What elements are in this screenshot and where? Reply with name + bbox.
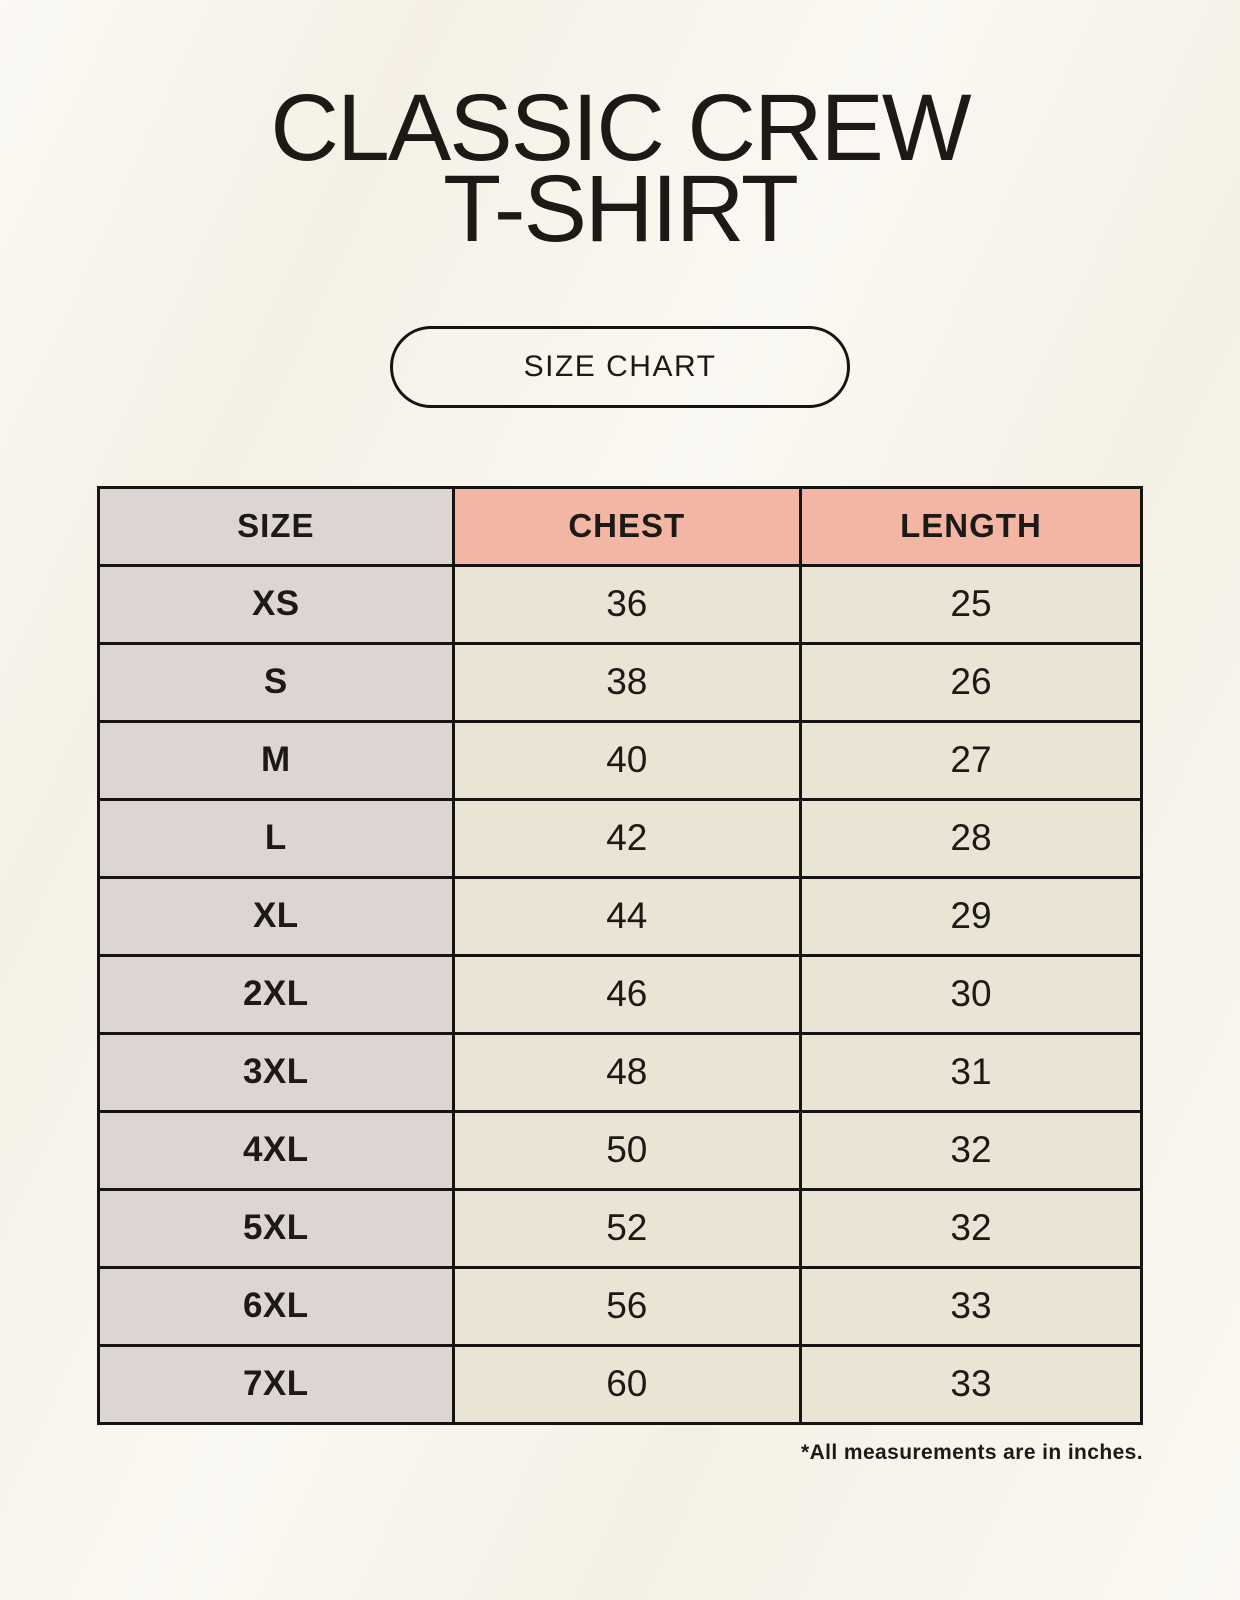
measurements-footnote: *All measurements are in inches.: [801, 1440, 1143, 1464]
size-chart-page: CLASSIC CREW T-SHIRT SIZE CHART SIZE CHE…: [0, 75, 1240, 1464]
table-row: 6XL 56 33: [97, 1265, 1144, 1347]
chest-value: 36: [451, 563, 802, 645]
table-row: 2XL 46 30: [97, 953, 1144, 1035]
chest-value: 52: [451, 1187, 802, 1269]
size-label: XS: [97, 563, 455, 645]
chest-value: 42: [451, 797, 802, 879]
table-header: SIZE CHEST LENGTH: [97, 485, 1144, 567]
size-label: 6XL: [97, 1265, 455, 1347]
table-row: M 40 27: [97, 719, 1144, 801]
size-label: 4XL: [97, 1109, 455, 1191]
size-label: 5XL: [97, 1187, 455, 1269]
length-value: 32: [798, 1109, 1144, 1191]
table-row: 7XL 60 33: [97, 1343, 1144, 1425]
table-row: S 38 26: [97, 641, 1144, 723]
table-row: L 42 28: [97, 797, 1144, 879]
table-row: XL 44 29: [97, 875, 1144, 957]
size-label: L: [97, 797, 455, 879]
chest-value: 40: [451, 719, 802, 801]
length-value: 29: [798, 875, 1144, 957]
length-value: 26: [798, 641, 1144, 723]
table-row: 5XL 52 32: [97, 1187, 1144, 1269]
chest-value: 50: [451, 1109, 802, 1191]
header-row: SIZE CHEST LENGTH: [97, 485, 1144, 567]
length-value: 27: [798, 719, 1144, 801]
length-value: 31: [798, 1031, 1144, 1113]
column-header-size: SIZE: [97, 485, 455, 567]
length-value: 32: [798, 1187, 1144, 1269]
chest-value: 56: [451, 1265, 802, 1347]
table-row: 4XL 50 32: [97, 1109, 1144, 1191]
page-title-line-1: CLASSIC CREW: [270, 75, 971, 181]
size-label: 2XL: [97, 953, 455, 1035]
length-value: 28: [798, 797, 1144, 879]
size-label: M: [97, 719, 455, 801]
page-title: CLASSIC CREW T-SHIRT: [0, 75, 1240, 262]
chest-value: 46: [451, 953, 802, 1035]
length-value: 33: [798, 1265, 1144, 1347]
size-label: 7XL: [97, 1343, 455, 1425]
table-row: XS 36 25: [97, 563, 1144, 645]
size-chart-badge-label: SIZE CHART: [523, 349, 717, 383]
column-header-chest: CHEST: [451, 485, 802, 567]
size-chart-badge: SIZE CHART: [390, 325, 850, 408]
column-header-length: LENGTH: [798, 485, 1144, 567]
chest-value: 60: [451, 1343, 802, 1425]
length-value: 25: [798, 563, 1144, 645]
size-label: 3XL: [97, 1031, 455, 1113]
chest-value: 38: [451, 641, 802, 723]
chest-value: 44: [451, 875, 802, 957]
size-chart-table: SIZE CHEST LENGTH XS 36 25 S 38 26 M 40 …: [97, 485, 1144, 1425]
length-value: 30: [798, 953, 1144, 1035]
length-value: 33: [798, 1343, 1144, 1425]
size-label: XL: [97, 875, 455, 957]
size-label: S: [97, 641, 455, 723]
table-body: XS 36 25 S 38 26 M 40 27 L 42 28 XL 44 2…: [97, 563, 1144, 1425]
page-title-line-2: T-SHIRT: [443, 155, 799, 262]
table-row: 3XL 48 31: [97, 1031, 1144, 1113]
chest-value: 48: [451, 1031, 802, 1113]
